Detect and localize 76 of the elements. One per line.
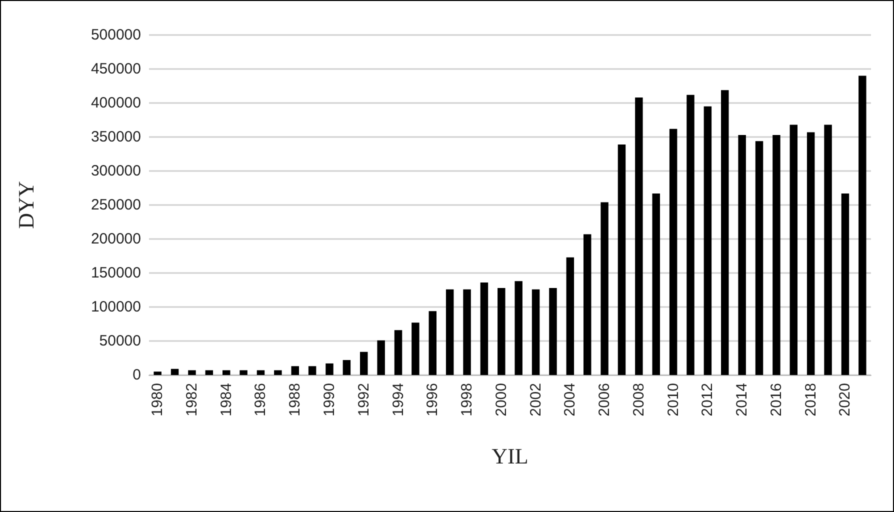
bar [635, 98, 643, 375]
bar [498, 288, 506, 375]
bar [188, 370, 196, 375]
bar [360, 352, 368, 375]
bar [377, 340, 385, 375]
x-tick-label: 1992 [355, 383, 372, 416]
x-tick-label: 1996 [424, 383, 442, 416]
y-tick-label: 0 [132, 366, 141, 384]
bar [790, 124, 798, 375]
x-tick-label: 2002 [527, 383, 544, 416]
y-tick-label: 200000 [90, 230, 141, 248]
x-tick-label: 1980 [149, 383, 166, 416]
y-tick-label: 300000 [90, 162, 141, 180]
bar [446, 289, 454, 375]
bar [824, 124, 832, 375]
bar [806, 132, 815, 375]
bar [291, 366, 299, 375]
bar [858, 76, 866, 375]
x-tick-label: 2000 [492, 383, 510, 416]
bar [394, 330, 402, 375]
bar [342, 360, 351, 375]
bar [686, 94, 694, 375]
bar [721, 90, 729, 375]
y-tick-label: 100000 [90, 298, 141, 316]
bar [240, 370, 248, 375]
y-tick-label: 400000 [90, 94, 141, 112]
y-axis-title: DYY [14, 181, 38, 229]
x-tick-label: 1986 [252, 383, 270, 416]
x-tick-label: 1982 [183, 383, 200, 416]
bar [566, 257, 574, 375]
bar [326, 363, 334, 375]
bar [618, 144, 626, 375]
y-tick-label: 350000 [90, 128, 141, 146]
x-tick-label: 2010 [664, 383, 682, 416]
bar [480, 282, 488, 375]
x-tick-label: 2006 [596, 383, 614, 416]
x-tick-label: 2014 [734, 383, 751, 416]
y-tick-label: 250000 [90, 196, 141, 214]
bar [738, 134, 746, 375]
bar [514, 281, 522, 375]
y-tick-label: 500000 [90, 26, 141, 44]
y-tick-label: 450000 [90, 60, 141, 78]
x-tick-label: 1988 [286, 383, 304, 416]
bar [600, 202, 608, 375]
bar [412, 322, 420, 375]
bar [170, 368, 179, 375]
bar [308, 366, 316, 375]
x-tick-label: 2004 [562, 383, 579, 416]
bar [772, 134, 780, 375]
x-tick-label: 2012 [699, 383, 716, 416]
bar [274, 370, 282, 375]
bar [463, 289, 471, 375]
x-axis-title: YIL [492, 444, 528, 468]
x-tick-label: 1984 [218, 383, 235, 416]
bar [652, 193, 660, 375]
bar [428, 311, 437, 375]
bar [669, 128, 678, 375]
bar [841, 193, 850, 375]
bar [549, 288, 557, 375]
bar [154, 372, 162, 375]
x-tick-label: 2020 [836, 383, 854, 416]
bar [205, 370, 214, 375]
y-tick-label: 50000 [99, 332, 141, 350]
x-tick-label: 1990 [321, 383, 338, 416]
y-tick-label: 150000 [90, 264, 141, 282]
x-tick-label: 1998 [458, 383, 476, 416]
x-tick-label: 2016 [768, 383, 785, 416]
x-tick-label: 2018 [802, 383, 820, 416]
x-tick-label: 2008 [630, 383, 648, 416]
bar [256, 370, 265, 375]
bar [222, 370, 230, 375]
bar [532, 289, 540, 375]
x-tick-label: 1994 [390, 383, 407, 416]
bar [704, 106, 712, 375]
bar [583, 234, 592, 375]
bar [755, 141, 764, 375]
